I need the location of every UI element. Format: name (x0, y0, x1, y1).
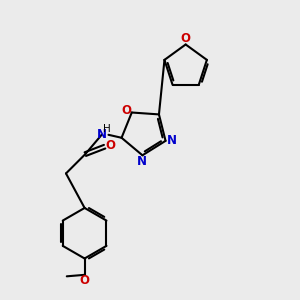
Text: N: N (167, 134, 177, 147)
Text: O: O (80, 274, 90, 287)
Text: O: O (180, 32, 190, 45)
Text: N: N (137, 155, 147, 168)
Text: O: O (105, 139, 115, 152)
Text: H: H (103, 124, 111, 134)
Text: N: N (97, 128, 106, 141)
Text: O: O (122, 103, 131, 117)
